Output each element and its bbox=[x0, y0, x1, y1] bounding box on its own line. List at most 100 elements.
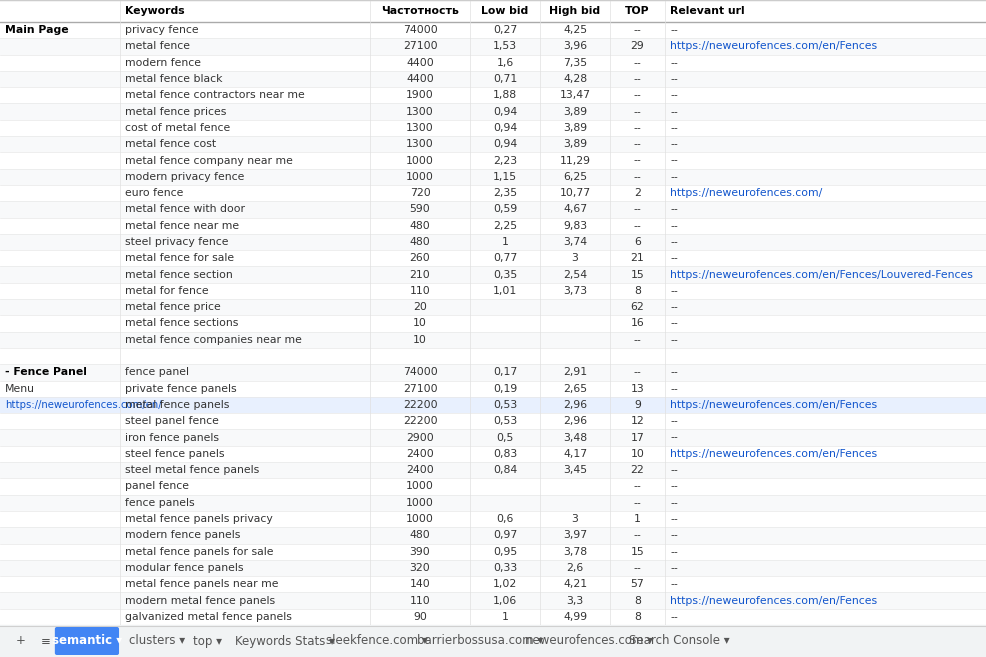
Text: 0,59: 0,59 bbox=[493, 204, 517, 214]
FancyBboxPatch shape bbox=[55, 627, 119, 655]
Bar bbox=[0, 38, 986, 55]
Bar bbox=[0, 560, 986, 576]
Text: 110: 110 bbox=[409, 286, 430, 296]
Bar bbox=[0, 380, 986, 397]
Text: 3: 3 bbox=[572, 514, 579, 524]
Text: 2,91: 2,91 bbox=[563, 367, 587, 377]
Text: 9,83: 9,83 bbox=[563, 221, 587, 231]
Bar bbox=[0, 104, 986, 120]
Text: 1,88: 1,88 bbox=[493, 91, 517, 101]
Bar bbox=[0, 413, 986, 430]
Text: neweurofences.com ▾: neweurofences.com ▾ bbox=[526, 635, 653, 648]
Text: Keywords Stats ▾: Keywords Stats ▾ bbox=[236, 635, 335, 648]
Text: 2,6: 2,6 bbox=[566, 563, 584, 573]
Bar bbox=[0, 283, 986, 299]
Text: 0,71: 0,71 bbox=[493, 74, 517, 84]
Text: 0,84: 0,84 bbox=[493, 465, 517, 475]
Text: --: -- bbox=[634, 482, 641, 491]
Text: --: -- bbox=[634, 172, 641, 182]
Bar bbox=[0, 364, 986, 380]
Text: 3,89: 3,89 bbox=[563, 123, 587, 133]
Text: 4,21: 4,21 bbox=[563, 579, 587, 589]
Bar bbox=[0, 120, 986, 136]
Text: --: -- bbox=[634, 74, 641, 84]
Text: --: -- bbox=[670, 254, 677, 263]
Text: --: -- bbox=[670, 530, 677, 540]
Text: 1000: 1000 bbox=[406, 514, 434, 524]
Text: metal fence panels near me: metal fence panels near me bbox=[125, 579, 278, 589]
Text: 74000: 74000 bbox=[402, 367, 438, 377]
Text: 4,25: 4,25 bbox=[563, 25, 587, 35]
Bar bbox=[0, 543, 986, 560]
Text: 3,45: 3,45 bbox=[563, 465, 587, 475]
Text: metal fence prices: metal fence prices bbox=[125, 106, 227, 117]
Bar bbox=[0, 511, 986, 527]
Text: modular fence panels: modular fence panels bbox=[125, 563, 244, 573]
Text: --: -- bbox=[670, 465, 677, 475]
Text: steel privacy fence: steel privacy fence bbox=[125, 237, 229, 247]
Text: 0,94: 0,94 bbox=[493, 106, 517, 117]
Text: modern privacy fence: modern privacy fence bbox=[125, 172, 245, 182]
Text: 320: 320 bbox=[409, 563, 430, 573]
Text: Menu: Menu bbox=[5, 384, 35, 394]
Text: steel fence panels: steel fence panels bbox=[125, 449, 225, 459]
Text: metal fence panels privacy: metal fence panels privacy bbox=[125, 514, 273, 524]
Text: 6: 6 bbox=[634, 237, 641, 247]
Text: 2: 2 bbox=[634, 188, 641, 198]
Bar bbox=[0, 234, 986, 250]
Text: --: -- bbox=[634, 530, 641, 540]
Text: 2400: 2400 bbox=[406, 465, 434, 475]
Text: 1000: 1000 bbox=[406, 172, 434, 182]
Text: sleekfence.com ▾: sleekfence.com ▾ bbox=[326, 635, 428, 648]
Text: 29: 29 bbox=[631, 41, 645, 51]
Text: 8: 8 bbox=[634, 595, 641, 606]
Text: metal fence: metal fence bbox=[125, 41, 190, 51]
Bar bbox=[0, 22, 986, 38]
Text: 1900: 1900 bbox=[406, 91, 434, 101]
Text: --: -- bbox=[634, 25, 641, 35]
Text: 10: 10 bbox=[631, 449, 645, 459]
Text: --: -- bbox=[634, 123, 641, 133]
Bar bbox=[0, 495, 986, 511]
Text: 0,95: 0,95 bbox=[493, 547, 517, 556]
Bar bbox=[0, 576, 986, 593]
Text: --: -- bbox=[670, 123, 677, 133]
Text: --: -- bbox=[670, 237, 677, 247]
Text: fence panels: fence panels bbox=[125, 498, 194, 508]
Text: 480: 480 bbox=[409, 237, 430, 247]
Text: --: -- bbox=[670, 319, 677, 328]
Text: top ▾: top ▾ bbox=[193, 635, 222, 648]
Text: 22200: 22200 bbox=[402, 417, 438, 426]
Text: metal fence near me: metal fence near me bbox=[125, 221, 240, 231]
Text: --: -- bbox=[634, 335, 641, 345]
Text: --: -- bbox=[670, 106, 677, 117]
Text: metal fence panels: metal fence panels bbox=[125, 400, 230, 410]
Text: modern fence panels: modern fence panels bbox=[125, 530, 241, 540]
Bar bbox=[0, 462, 986, 478]
Text: - Fence Panel: - Fence Panel bbox=[5, 367, 87, 377]
Text: https://neweurofences.com/en/Fences: https://neweurofences.com/en/Fences bbox=[670, 449, 878, 459]
Text: 1300: 1300 bbox=[406, 139, 434, 149]
Text: 3,97: 3,97 bbox=[563, 530, 587, 540]
Text: 4,67: 4,67 bbox=[563, 204, 587, 214]
Text: cost of metal fence: cost of metal fence bbox=[125, 123, 231, 133]
Text: 2400: 2400 bbox=[406, 449, 434, 459]
Text: 0,5: 0,5 bbox=[496, 432, 514, 443]
Text: 13,47: 13,47 bbox=[559, 91, 591, 101]
Text: barrierbossusa.com ▾: barrierbossusa.com ▾ bbox=[417, 635, 543, 648]
Text: --: -- bbox=[670, 547, 677, 556]
Text: --: -- bbox=[670, 417, 677, 426]
Text: 1000: 1000 bbox=[406, 156, 434, 166]
Text: steel panel fence: steel panel fence bbox=[125, 417, 219, 426]
Text: https://neweurofences.com/: https://neweurofences.com/ bbox=[670, 188, 822, 198]
Text: --: -- bbox=[670, 302, 677, 312]
Text: clusters ▾: clusters ▾ bbox=[129, 635, 185, 648]
Text: --: -- bbox=[670, 91, 677, 101]
Text: 2,23: 2,23 bbox=[493, 156, 517, 166]
Text: 0,33: 0,33 bbox=[493, 563, 517, 573]
Text: https://neweurofences.com/en/Fences/Louvered-Fences: https://neweurofences.com/en/Fences/Louv… bbox=[670, 269, 973, 280]
Bar bbox=[0, 87, 986, 104]
Text: 4400: 4400 bbox=[406, 74, 434, 84]
Text: TOP: TOP bbox=[625, 6, 650, 16]
Text: 0,19: 0,19 bbox=[493, 384, 517, 394]
